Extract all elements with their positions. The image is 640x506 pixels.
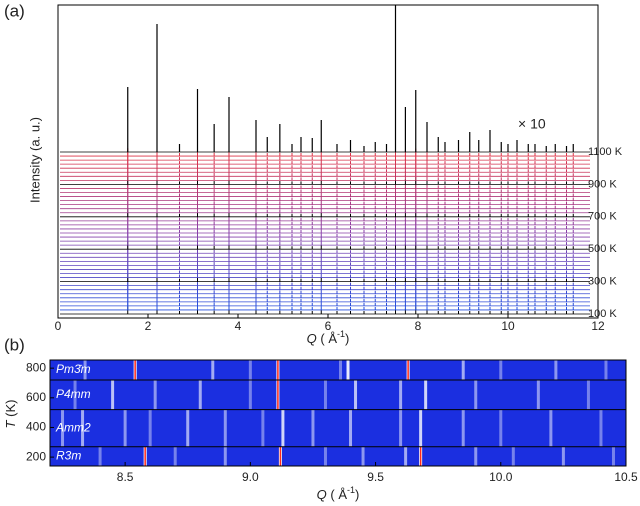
temperature-label: 1100 K [588,146,623,158]
phase-label: R3m [56,449,81,463]
y-tick-label: 600 [26,390,46,404]
x-axis-label: Q ( Å-1) [317,485,360,502]
temperature-label: 500 K [588,243,617,255]
x-axis-symbol: Q [317,487,327,502]
x-axis-label: Q ( Å-1) [307,329,350,346]
temperature-label: 700 K [588,211,617,223]
x-tick-label: 10 [501,319,515,333]
x-tick-label: 4 [235,319,242,333]
temperature-label: 100 K [588,308,617,320]
x-tick-label: 8.5 [117,470,134,484]
x-axis-symbol: Q [307,331,317,346]
phase-label: Pm3̄m [56,362,91,376]
phase-label: P4mm [56,387,91,401]
y-axis-label: Intensity (a. u.) [27,117,42,203]
x-tick-label: 9.0 [242,470,259,484]
phase-label: Amm2 [55,420,91,434]
temperature-label: 900 K [588,178,617,190]
x-axis-close: ) [345,331,349,346]
patterns [60,5,590,315]
panel-label: (b) [4,335,25,354]
x-tick-label: 12 [591,319,605,333]
streaks [61,360,615,466]
y-axis-unit: (K) [3,400,18,417]
x-axis-exponent: -1 [337,329,345,339]
panel-label: (a) [4,1,25,20]
annotation: × 10 [518,116,546,132]
temperature-label: 300 K [588,276,617,288]
x-tick-label: 9.5 [367,470,384,484]
x-axis-unit: ( Å [320,331,337,346]
x-tick-label: 10.5 [614,470,638,484]
y-tick-label: 400 [26,420,46,434]
x-axis-close: ) [355,487,359,502]
plot-frame [49,359,627,467]
y-axis-symbol: T [3,419,18,428]
x-tick-label: 2 [145,319,152,333]
x-tick-label: 10.0 [489,470,513,484]
y-axis-label: T (K) [3,400,18,429]
x-axis-exponent: -1 [347,485,355,495]
x-tick-label: 0 [55,319,62,333]
x-tick-label: 8 [415,319,422,333]
x-axis-unit: ( Å [330,487,347,502]
x-tick-label: 6 [325,319,332,333]
y-tick-label: 800 [26,360,46,374]
y-tick-label: 200 [26,449,46,463]
